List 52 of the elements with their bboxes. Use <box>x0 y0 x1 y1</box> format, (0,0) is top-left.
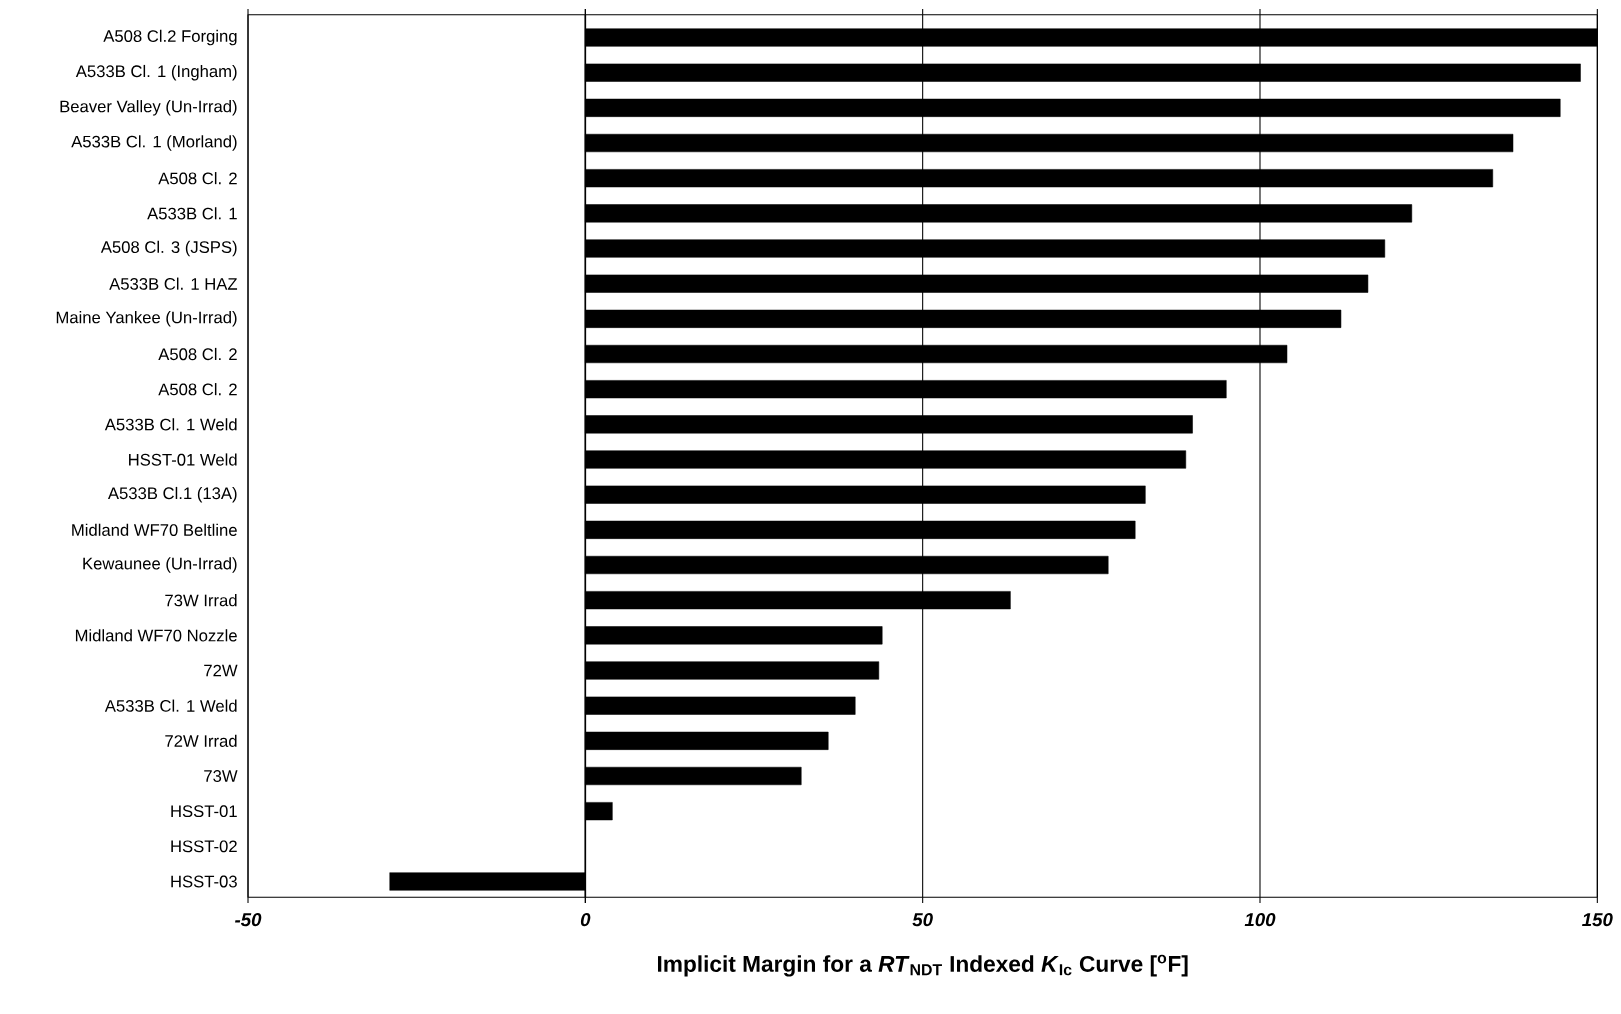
y-tick-label: A533B Cl. 1 Weld <box>104 699 237 712</box>
y-tick-label: A533B Cl. 1 Weld <box>104 418 237 431</box>
bar <box>585 520 1136 539</box>
y-tick-label: 73W <box>204 770 238 782</box>
y-tick-label: Kewaunee (Un-Irrad) <box>83 557 237 573</box>
bar <box>585 274 1369 293</box>
bar <box>585 380 1227 399</box>
x-tick-label: 50 <box>912 913 933 927</box>
bar <box>585 591 1011 610</box>
y-tick-label: 73W Irrad <box>165 594 237 607</box>
y-tick-label: A508 Cl. 2 <box>158 383 237 396</box>
bar <box>585 696 856 715</box>
y-tick-label: HSST-03 <box>171 875 237 888</box>
y-tick-label: A533B Cl. 1 HAZ <box>109 277 238 290</box>
y-tick-label: A508 Cl. 2 <box>158 172 237 185</box>
bar <box>585 98 1561 117</box>
bar <box>585 626 883 645</box>
y-tick-label: A533B Cl. 1 (Ingham) <box>75 64 237 81</box>
bar <box>585 169 1494 188</box>
text: Implicit Margin for a RT$_{NDT}$ Indexed K$_{Ic}$ Curve [$^{o}$F] <box>658 954 1188 977</box>
y-tick-label: A508 Cl. 3 (JSPS) <box>100 240 237 257</box>
bar <box>585 204 1413 223</box>
bar <box>585 731 829 750</box>
x-tick-label: -50 <box>235 913 262 927</box>
y-tick-label: Midland WF70 Beltline <box>72 523 237 536</box>
y-tick-label: A508 Cl. 2 <box>158 347 237 361</box>
bar <box>585 133 1514 153</box>
y-tick-label: HSST-01 <box>171 805 237 818</box>
y-tick-label: A533B Cl. 1 <box>147 207 237 220</box>
x-tick-label: 150 <box>1582 913 1613 927</box>
y-tick-label: A533B Cl. 1 (Morland) <box>71 135 237 151</box>
bar <box>585 450 1187 469</box>
bar <box>585 555 1109 575</box>
bar <box>585 485 1146 504</box>
bar <box>585 344 1288 364</box>
bar <box>585 63 1581 82</box>
y-tick-label: 72W Irrad <box>165 734 237 747</box>
bar <box>585 239 1386 258</box>
y-tick-label: HSST-02 <box>171 840 237 853</box>
x-tick-label: 0 <box>580 913 591 927</box>
y-tick-label: Beaver Valley (Un-Irrad) <box>60 100 237 116</box>
y-tick-label: HSST-01 Weld <box>129 453 237 466</box>
bar <box>585 661 880 680</box>
y-tick-label: Midland WF70 Nozzle <box>75 629 237 642</box>
y-tick-label: A533B Cl.1 (13A) <box>107 486 237 503</box>
y-tick-label: Maine Yankee (Un-Irrad) <box>56 311 237 327</box>
bar <box>585 415 1193 434</box>
y-tick-label: A508 Cl.2 Forging <box>103 29 237 46</box>
x-tick-label: 100 <box>1244 913 1276 927</box>
bar <box>585 309 1342 328</box>
bar <box>585 766 802 786</box>
y-tick-label: 72W <box>204 664 238 677</box>
